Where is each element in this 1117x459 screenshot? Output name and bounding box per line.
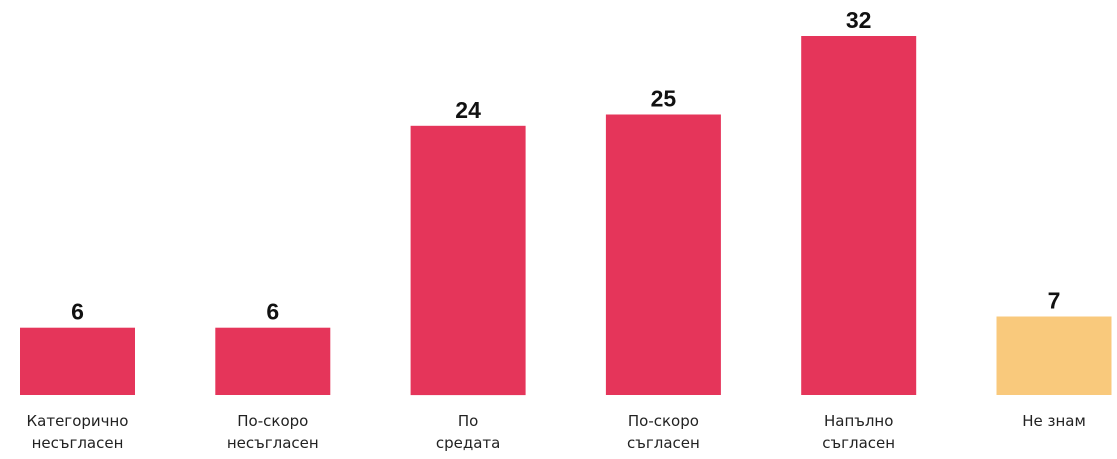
data-label-3: 25 xyxy=(651,86,677,112)
data-label-2: 24 xyxy=(455,97,481,123)
category-label-line: средата xyxy=(436,434,501,452)
category-label-line: По-скоро xyxy=(628,412,699,430)
data-label-4: 32 xyxy=(846,7,872,33)
bar-0 xyxy=(20,327,135,395)
bar-4 xyxy=(801,36,917,395)
data-label-5: 7 xyxy=(1048,288,1061,314)
category-label-line: Не знам xyxy=(1022,412,1086,430)
category-label-1: По-скоро несъгласен xyxy=(227,412,319,452)
bar-1 xyxy=(215,327,331,395)
category-label-line: съгласен xyxy=(627,434,700,452)
category-label-line: съгласен xyxy=(822,434,895,452)
category-label-line: несъгласен xyxy=(227,434,319,452)
category-label-line: Напълно xyxy=(824,412,893,430)
category-label-line: несъгласен xyxy=(32,434,124,452)
data-label-0: 6 xyxy=(71,299,84,325)
category-label-line: По xyxy=(458,412,478,430)
data-label-1: 6 xyxy=(266,299,279,325)
category-label-4: Напълно съгласен xyxy=(822,412,895,452)
category-label-0: Категорично несъгласен xyxy=(27,412,129,452)
category-label-3: По-скоро съгласен xyxy=(627,412,700,452)
category-label-2: По средата xyxy=(436,412,501,452)
bar-5 xyxy=(996,316,1112,395)
bar-2 xyxy=(410,125,526,396)
category-label-line: По-скоро xyxy=(237,412,308,430)
category-label-line: Категорично xyxy=(27,412,129,430)
category-label-5: Не знам xyxy=(1022,412,1086,430)
bar-3 xyxy=(605,114,721,395)
